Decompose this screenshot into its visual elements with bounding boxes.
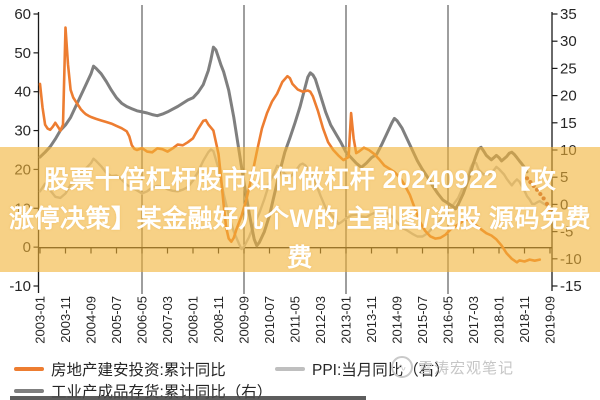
svg-text:2018-11: 2018-11 (517, 296, 532, 343)
svg-text:2005-07: 2005-07 (109, 296, 124, 344)
legend-label: 房地产建安投资:累计同比 (51, 362, 226, 379)
svg-text:2003-11: 2003-11 (58, 296, 73, 343)
legend-label: PPI:当月同比（右） (312, 362, 450, 379)
svg-text:2003-01: 2003-01 (33, 296, 48, 344)
watermark-text: 雪涛宏观笔记 (418, 359, 515, 377)
legend-dash-icon (14, 389, 44, 393)
svg-text:2006-05: 2006-05 (135, 296, 150, 344)
svg-text:2012-03: 2012-03 (313, 296, 328, 344)
svg-text:2014-09: 2014-09 (390, 296, 405, 344)
legend-item-ppi: PPI:当月同比（右） (275, 359, 450, 379)
svg-text:2015-07: 2015-07 (415, 296, 430, 344)
svg-text:35: 35 (560, 6, 577, 23)
svg-text:2008-01: 2008-01 (186, 296, 201, 344)
legend-item-construction-investment: 房地产建安投资:累计同比 (14, 359, 226, 379)
svg-text:2018-01: 2018-01 (492, 296, 507, 344)
bottom-clipped-strip (10, 396, 366, 400)
watermark: ∿ 雪涛宏观笔记 (391, 356, 514, 378)
promo-banner-line-1: 股票十倍杠杆股市如何做杠杆 20240922 【攻 (43, 166, 557, 194)
legend-dash-icon (275, 367, 305, 371)
svg-text:-15: -15 (560, 278, 582, 295)
svg-text:2019-09: 2019-09 (543, 296, 558, 344)
svg-text:50: 50 (14, 45, 31, 62)
svg-text:20: 20 (560, 88, 577, 105)
svg-text:2009-09: 2009-09 (237, 296, 252, 344)
svg-text:2013-01: 2013-01 (339, 296, 354, 344)
svg-text:2008-11: 2008-11 (211, 296, 226, 343)
svg-text:-10: -10 (9, 278, 31, 295)
svg-text:25: 25 (560, 60, 577, 77)
svg-text:30: 30 (560, 33, 577, 50)
svg-text:60: 60 (14, 6, 31, 23)
svg-text:2016-05: 2016-05 (441, 296, 456, 344)
svg-text:40: 40 (14, 84, 31, 101)
legend-dash-icon (14, 367, 44, 371)
svg-text:2007-03: 2007-03 (160, 296, 175, 344)
svg-text:15: 15 (560, 115, 577, 132)
promo-banner-line-2: 涨停决策】某金融好几个W的 主副图/选股 源码免费 (9, 205, 591, 233)
promo-banner: 股票十倍杠杆股市如何做杠杆 20240922 【攻 涨停决策】某金融好几个W的 … (0, 147, 600, 272)
svg-text:2017-03: 2017-03 (466, 296, 481, 344)
svg-text:2010-07: 2010-07 (262, 296, 277, 344)
svg-text:2011-05: 2011-05 (288, 296, 303, 343)
svg-text:30: 30 (14, 123, 31, 140)
svg-text:2004-09: 2004-09 (84, 296, 99, 344)
promo-banner-line-3: 费 (287, 244, 313, 272)
svg-text:2013-11: 2013-11 (364, 296, 379, 343)
watermark-logo-icon: ∿ (391, 356, 413, 378)
